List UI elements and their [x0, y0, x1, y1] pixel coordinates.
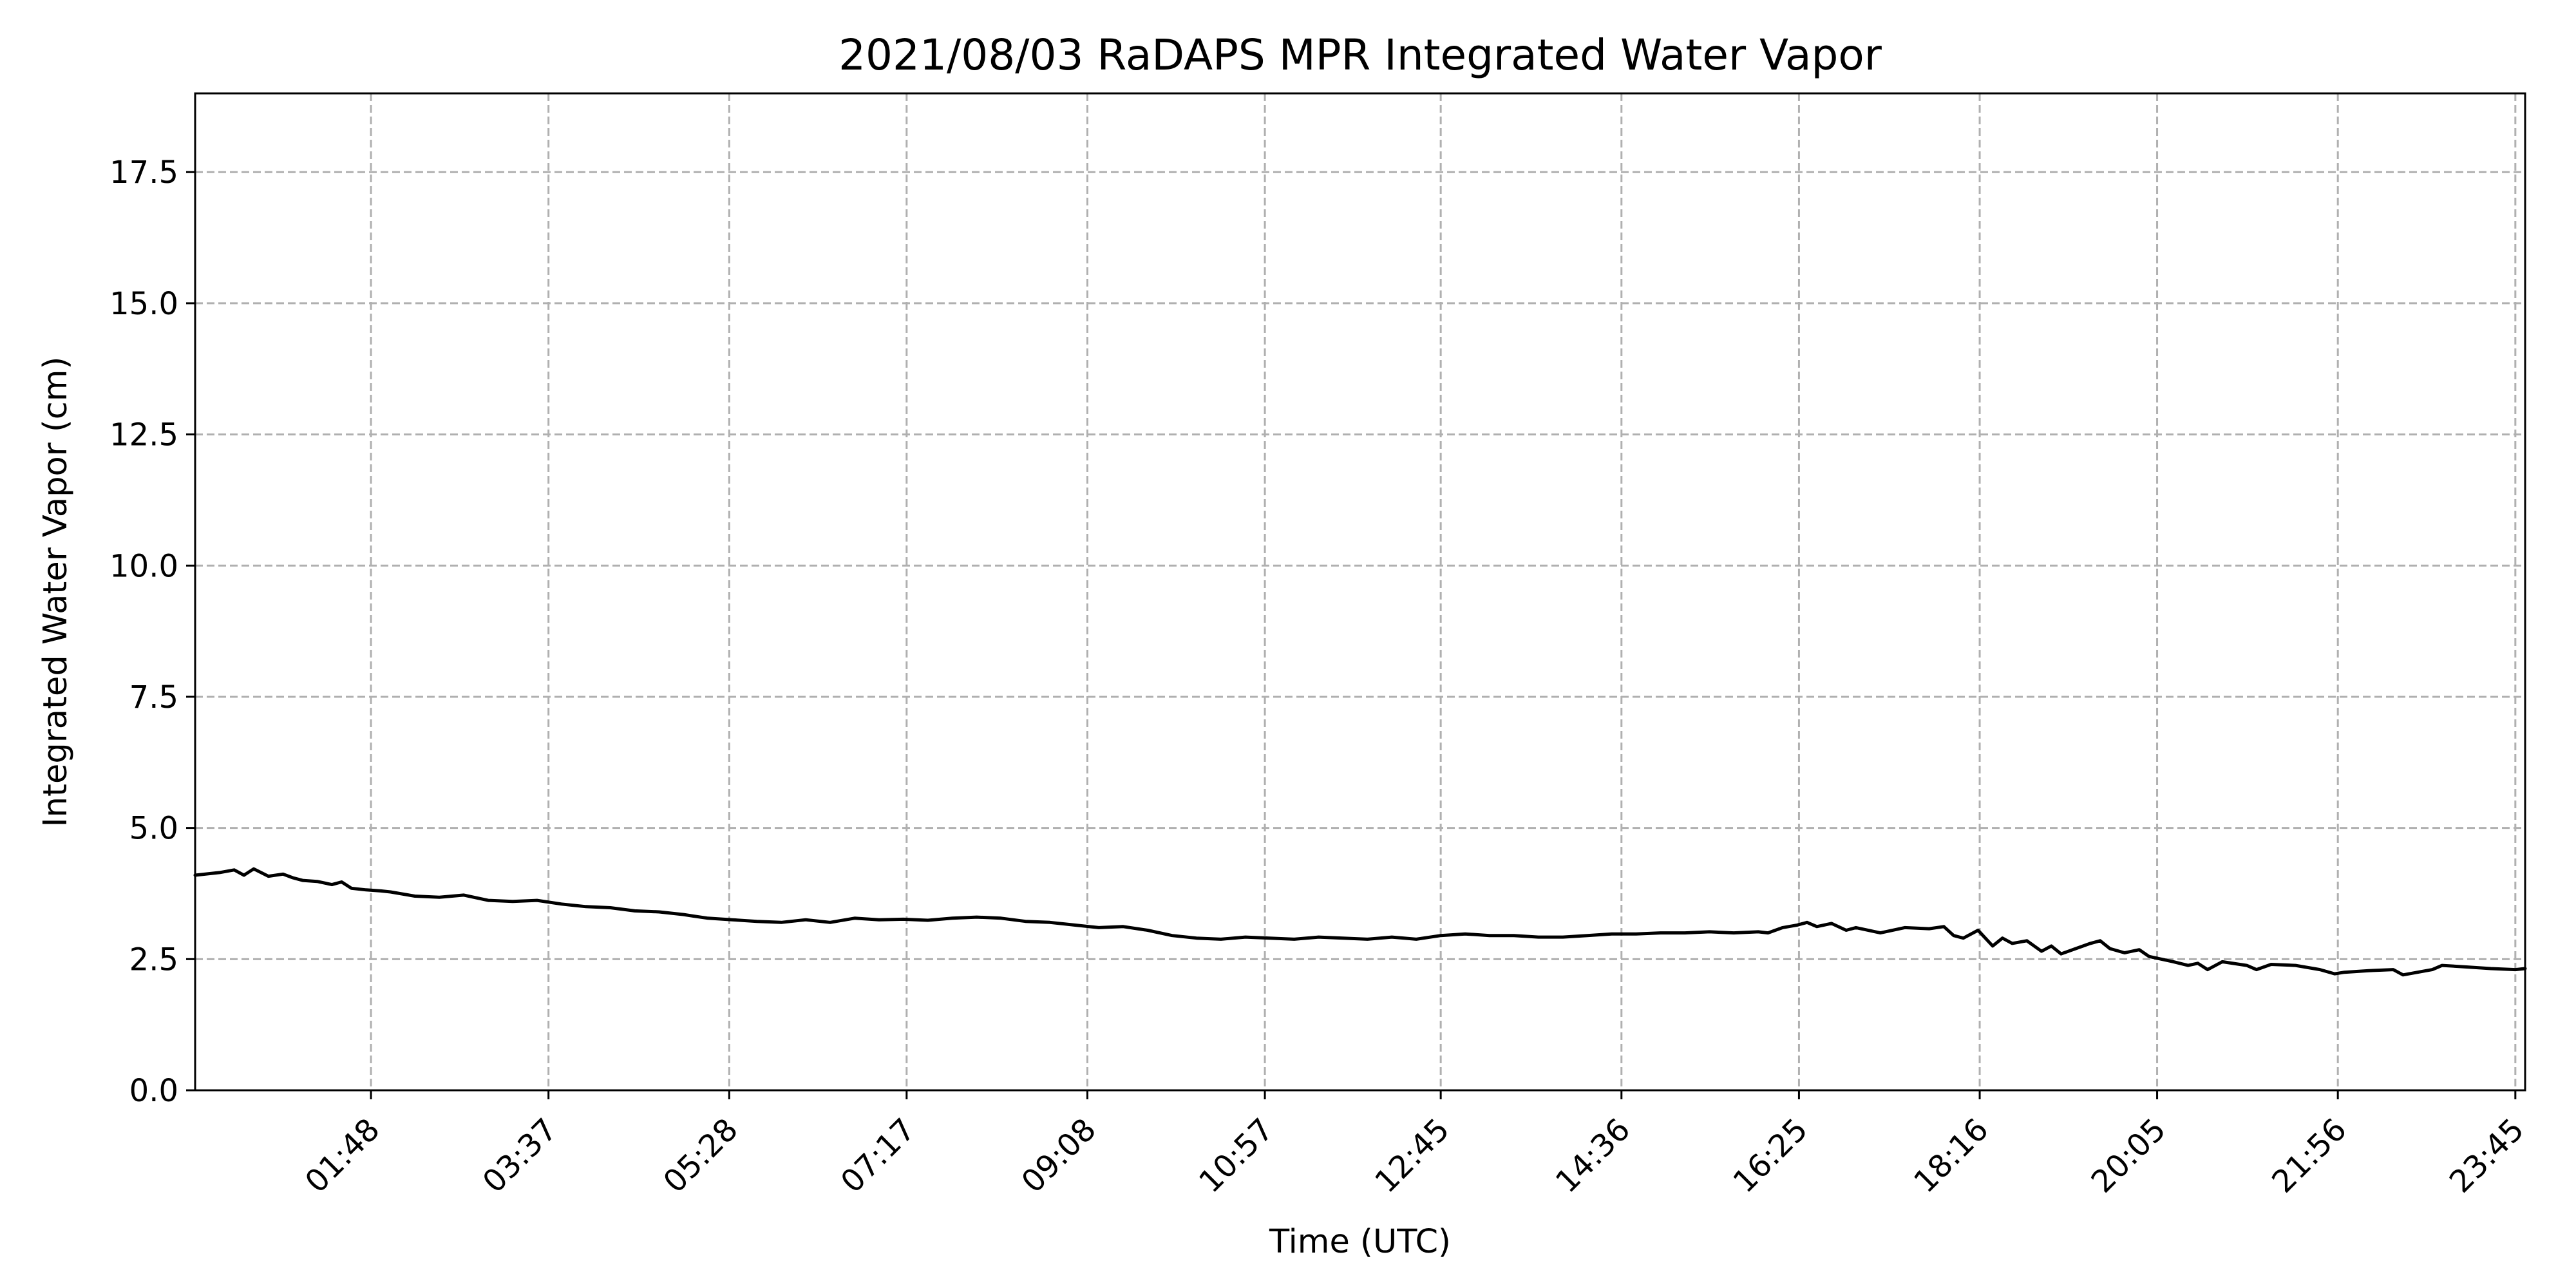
y-tick-label-5: 12.5 — [109, 417, 178, 453]
x-axis-label: Time (UTC) — [1269, 1223, 1451, 1261]
chart-title: 2021/08/03 RaDAPS MPR Integrated Water V… — [838, 30, 1882, 80]
y-tick-label-3: 7.5 — [129, 679, 178, 715]
y-tick-label-6: 15.0 — [109, 286, 178, 322]
series-layer — [193, 867, 2527, 977]
plot-area-frame — [194, 92, 2526, 1092]
series-line-0 — [193, 867, 2527, 977]
y-tick-label-4: 10.0 — [109, 548, 178, 584]
y-tick-label-7: 17.5 — [109, 155, 178, 191]
y-axis-label: Integrated Water Vapor (cm) — [37, 357, 75, 828]
y-tick-label-0: 0.0 — [129, 1073, 178, 1109]
y-tick-label-2: 5.0 — [129, 811, 178, 847]
y-tick-label-1: 2.5 — [129, 942, 178, 978]
